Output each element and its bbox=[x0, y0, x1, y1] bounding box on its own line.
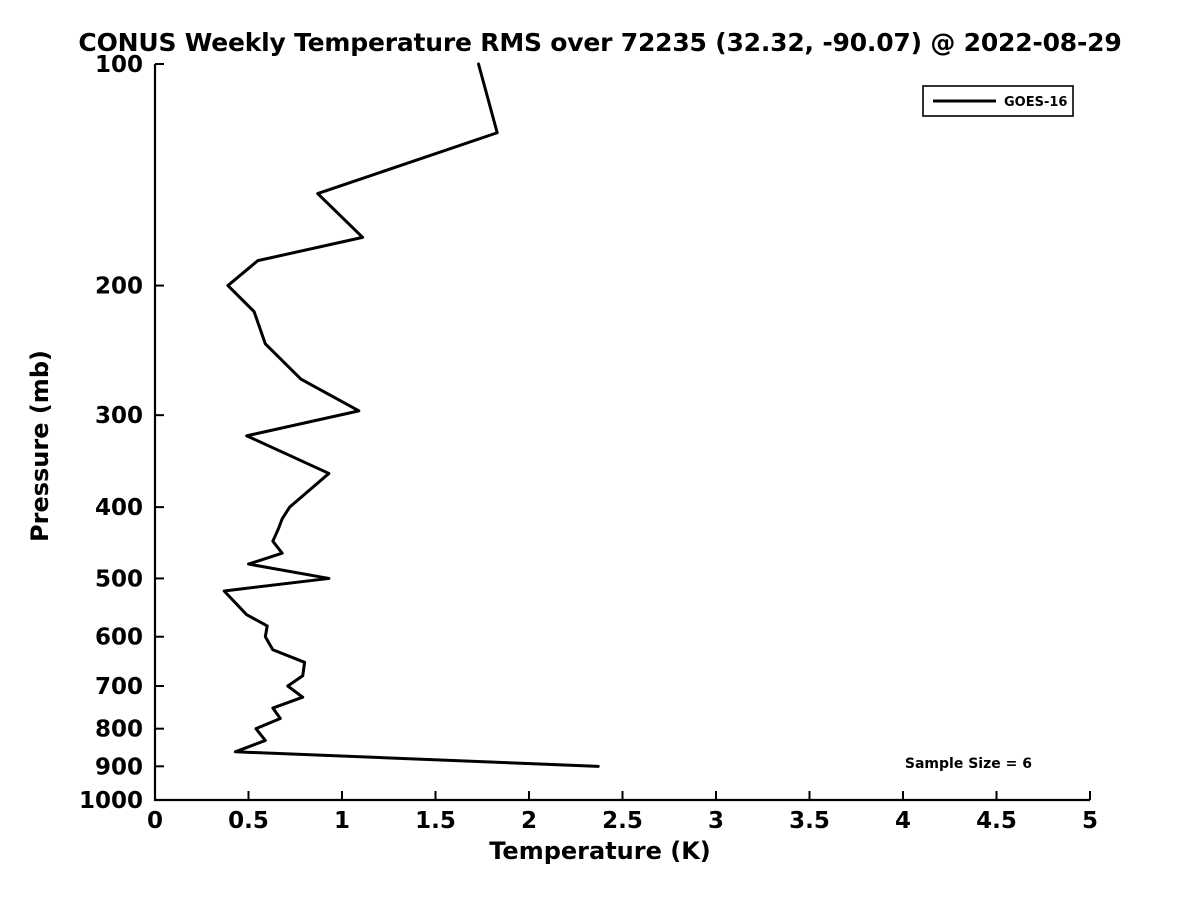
chart-legend: GOES-16 bbox=[922, 85, 1074, 117]
data-series-line bbox=[222, 62, 600, 768]
x-tick-label: 4.5 bbox=[976, 808, 1017, 834]
y-tick-label: 400 bbox=[95, 495, 143, 521]
x-tick-label: 4 bbox=[895, 808, 911, 834]
y-tick-label: 1000 bbox=[79, 788, 143, 814]
chart-annotations: Sample Size = 6 bbox=[905, 756, 1032, 772]
x-tick-label: 5 bbox=[1082, 808, 1098, 834]
y-tick-label: 500 bbox=[95, 566, 143, 592]
y-tick-label: 600 bbox=[95, 625, 143, 651]
x-tick-label: 2 bbox=[521, 808, 537, 834]
sample-size-annotation: Sample Size = 6 bbox=[905, 756, 1032, 772]
x-tick-label: 3 bbox=[708, 808, 724, 834]
y-axis-ticks: 100 200 300 400 500 600 700 800 900 1000 bbox=[79, 52, 164, 814]
x-tick-label: 0 bbox=[147, 808, 163, 834]
x-tick-label: 3.5 bbox=[789, 808, 830, 834]
axis-spine-path bbox=[153, 64, 1090, 802]
y-tick-label: 800 bbox=[95, 717, 143, 743]
chart-title: CONUS Weekly Temperature RMS over 72235 … bbox=[78, 28, 1122, 57]
y-tick-label: 200 bbox=[95, 274, 143, 300]
x-axis-label: Temperature (K) bbox=[489, 837, 711, 865]
data-series-group bbox=[222, 62, 600, 768]
y-tick-label: 900 bbox=[95, 754, 143, 780]
legend-label: GOES-16 bbox=[1004, 95, 1067, 110]
y-tick-label: 100 bbox=[95, 52, 143, 78]
x-tick-label: 0.5 bbox=[228, 808, 269, 834]
x-tick-label: 2.5 bbox=[602, 808, 643, 834]
y-tick-label: 300 bbox=[95, 403, 143, 429]
x-tick-label: 1.5 bbox=[415, 808, 456, 834]
x-tick-label: 1 bbox=[334, 808, 350, 834]
x-axis-ticks: 0 0.5 1 1.5 2 2.5 3 3.5 4 4.5 5 bbox=[147, 791, 1098, 834]
y-axis-label: Pressure (mb) bbox=[26, 350, 54, 542]
y-tick-label: 700 bbox=[95, 674, 143, 700]
axis-spines bbox=[153, 64, 1090, 802]
